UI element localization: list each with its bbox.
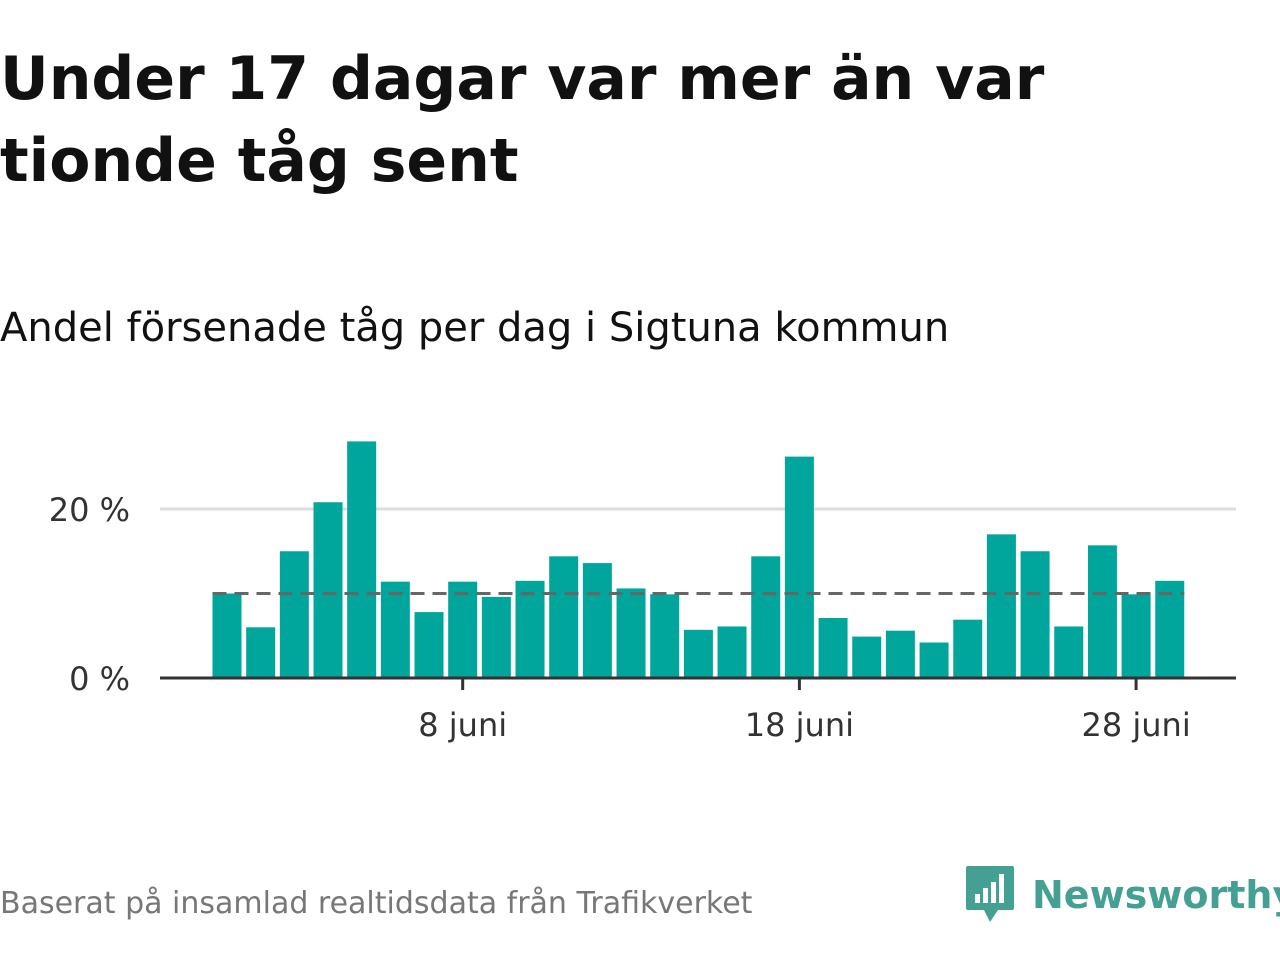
bar [683, 629, 713, 678]
axes: 0 % 20 % 8 juni 18 juni 28 juni [49, 491, 1236, 744]
y-tick-label: 0 % [69, 660, 130, 698]
bar [347, 441, 377, 678]
bar [549, 556, 579, 678]
bar [1121, 594, 1151, 678]
bar [279, 551, 309, 678]
bar [582, 563, 612, 678]
brand-name: Newsworthy [1032, 873, 1280, 917]
bar-chart: 0 % 20 % 8 juni 18 juni 28 juni [49, 441, 1236, 744]
bar [1054, 626, 1084, 678]
bar [448, 581, 478, 678]
x-tick-label: 28 juni [1081, 706, 1190, 744]
bar [751, 556, 781, 678]
bar [818, 618, 848, 678]
bar [515, 580, 545, 678]
bar [650, 594, 680, 678]
bar [953, 619, 983, 678]
chart-title: Under 17 dagar var mer än var tionde tåg… [0, 44, 1045, 196]
bar [616, 588, 646, 678]
bar [885, 630, 915, 678]
bar [313, 502, 343, 678]
chart-subtitle: Andel försenade tåg per dag i Sigtuna ko… [0, 305, 950, 351]
bar [1087, 545, 1117, 678]
source-note: Baserat på insamlad realtidsdata från Tr… [0, 886, 753, 921]
newsworthy-logo-icon [966, 866, 1014, 922]
bar [919, 642, 949, 678]
brand-logo: Newsworthy [964, 864, 1280, 926]
bar [784, 456, 814, 678]
bar [414, 612, 444, 678]
bar [212, 593, 242, 678]
bar [380, 581, 410, 678]
bar [986, 534, 1016, 678]
bar [1155, 580, 1185, 678]
bar [852, 636, 882, 678]
bar [1020, 551, 1050, 678]
x-tick-label: 18 juni [745, 706, 854, 744]
bar [481, 596, 511, 678]
bar [717, 626, 747, 678]
y-tick-label: 20 % [49, 491, 130, 529]
x-tick-label: 8 juni [418, 706, 507, 744]
bar [246, 627, 276, 678]
bars [212, 441, 1185, 678]
